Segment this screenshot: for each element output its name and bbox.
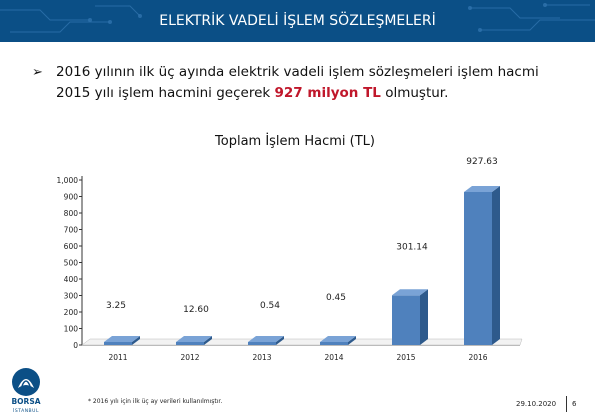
x-tick-label: 2016 [468, 353, 487, 362]
bar-front [464, 191, 492, 345]
bar-top [248, 336, 284, 342]
data-label: 0.45 [326, 293, 346, 303]
chart-floor [81, 338, 523, 346]
data-label: 0.54 [260, 301, 280, 311]
y-tick-label: 200 [64, 308, 79, 317]
arrow-bullet-icon: ➢ [32, 65, 43, 80]
bullet-text-before: 2016 yılının ilk üç ayında elektrik vade… [56, 64, 539, 101]
y-tick-label: 800 [64, 209, 79, 218]
bar-top [104, 336, 140, 342]
y-tick-label: 400 [64, 275, 79, 284]
bar-front [392, 295, 420, 345]
y-tick-label: 1,000 [57, 176, 79, 185]
data-label: 927.63 [466, 157, 498, 167]
bar-side [492, 185, 500, 345]
bar-side [276, 336, 284, 345]
x-tick-label: 2014 [324, 353, 343, 362]
bar-top [392, 289, 428, 296]
bullet-highlight: 927 milyon TL [274, 85, 381, 101]
borsa-istanbul-logo [4, 366, 48, 416]
bar-side [132, 336, 140, 345]
x-tick-label: 2012 [180, 353, 199, 362]
y-tick-label: 900 [64, 193, 79, 202]
footnote: * 2016 yılı için ilk üç ay verileri kull… [88, 398, 223, 405]
data-label: 301.14 [396, 242, 428, 252]
logo-name: BORSA [11, 397, 41, 406]
bullet-text: 2016 yılının ilk üç ayında elektrik vade… [56, 62, 576, 104]
chart-title: Toplam İşlem Hacmi (TL) [215, 134, 375, 149]
bar-top [464, 185, 500, 192]
logo-text: BORSA İSTANBUL [4, 398, 48, 416]
bar-front [248, 342, 276, 345]
bar-side [420, 289, 428, 345]
bar-front [176, 342, 204, 345]
y-tick-label: 700 [64, 226, 79, 235]
page-number: 6 [572, 400, 577, 408]
x-tick-label: 2013 [252, 353, 271, 362]
footer-date: 29.10.2020 [516, 400, 557, 408]
bar-top [176, 336, 212, 342]
bar-front [104, 342, 132, 345]
tulip-logo-icon [12, 368, 40, 396]
data-label: 3.25 [106, 301, 126, 311]
x-tick-label: 2015 [396, 353, 415, 362]
x-tick-label: 2011 [108, 353, 127, 362]
bar-side [348, 336, 356, 345]
bullet-text-after: olmuştur. [380, 85, 449, 101]
data-label: 12.60 [183, 305, 209, 315]
y-tick-label: 500 [64, 259, 79, 268]
bar-top [320, 336, 356, 342]
page-title: ELEKTRİK VADELİ İŞLEM SÖZLEŞMELERİ [159, 13, 436, 29]
y-tick-label: 300 [64, 292, 79, 301]
bar-side [204, 336, 212, 345]
y-tick-label: 600 [64, 242, 79, 251]
footer-divider [566, 396, 567, 412]
logo-sub: İSTANBUL [13, 409, 39, 414]
header-bar: ELEKTRİK VADELİ İŞLEM SÖZLEŞMELERİ [0, 0, 595, 42]
y-tick-label: 0 [73, 341, 78, 350]
y-tick-label: 100 [64, 325, 79, 334]
bar-front [320, 342, 348, 345]
circuit-pattern [0, 3, 595, 33]
